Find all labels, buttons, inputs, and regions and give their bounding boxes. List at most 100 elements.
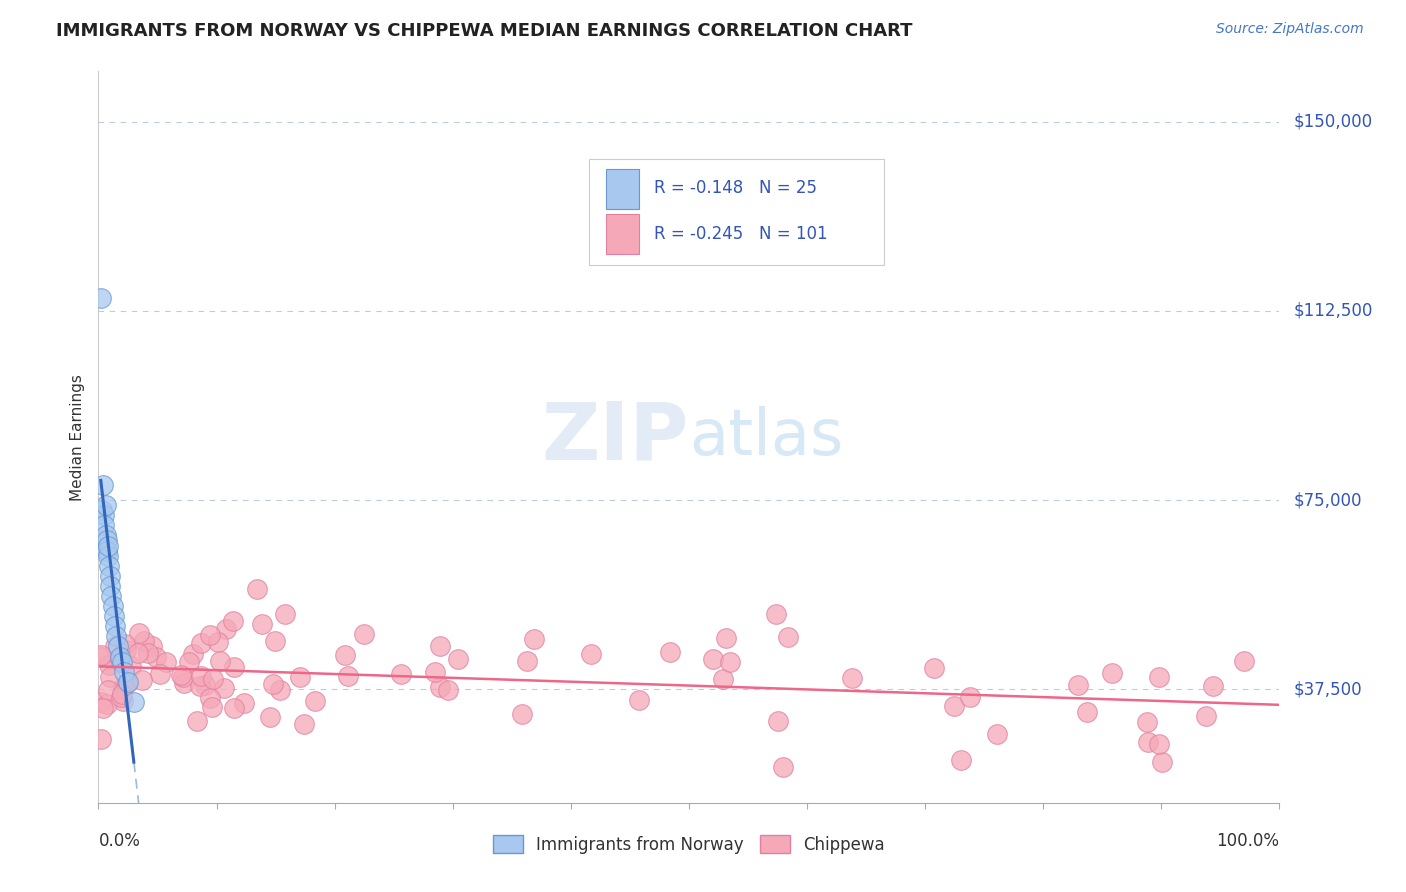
Point [1067,677,1090,691]
Point [274,607,297,621]
Point [111,655,134,669]
Point [91,503,114,517]
Point [949,753,972,767]
Point [389,667,412,681]
Point [222,701,245,715]
Point [711,672,734,686]
Point [98,579,121,593]
Point [1150,756,1173,770]
Point [173,676,195,690]
Point [190,669,212,683]
Point [222,614,245,628]
Point [201,673,224,687]
Point [1232,655,1254,669]
Point [627,692,650,706]
Point [523,632,546,646]
Point [115,676,138,690]
Point [778,631,800,645]
Point [104,619,127,633]
Text: $37,500: $37,500 [1294,681,1362,698]
Text: Source: ZipAtlas.com: Source: ZipAtlas.com [1216,22,1364,37]
Point [97,539,120,553]
Point [304,694,326,708]
Point [232,696,254,710]
Point [105,629,128,643]
Point [100,589,122,603]
Point [1076,705,1098,719]
Text: $150,000: $150,000 [1294,112,1372,131]
Point [292,717,315,731]
Point [765,607,787,621]
Point [103,609,125,624]
Point [98,569,121,583]
Point [128,625,150,640]
Text: IMMIGRANTS FROM NORWAY VS CHIPPEWA MEDIAN EARNINGS CORRELATION CHART: IMMIGRANTS FROM NORWAY VS CHIPPEWA MEDIA… [56,22,912,40]
Point [841,671,863,685]
Point [90,695,112,709]
Point [269,682,291,697]
Point [122,695,145,709]
Point [200,628,222,642]
Point [149,667,172,681]
Point [1137,735,1160,749]
Point [353,627,375,641]
Point [1149,737,1171,751]
Point [190,636,212,650]
Point [425,665,447,680]
Point [1202,679,1225,693]
Point [429,680,451,694]
Point [718,656,741,670]
Point [208,654,231,668]
Point [516,654,538,668]
Point [510,706,533,721]
Point [145,649,167,664]
Point [212,681,235,696]
Point [90,732,112,747]
Point [107,640,129,654]
Point [335,648,357,663]
Text: R = -0.148   N = 25: R = -0.148 N = 25 [654,179,817,197]
Point [112,665,135,679]
FancyBboxPatch shape [589,159,884,265]
Point [94,528,117,542]
Point [766,714,789,728]
Text: $112,500: $112,500 [1294,302,1374,320]
Point [90,649,112,664]
Point [101,599,124,613]
Legend: Immigrants from Norway, Chippewa: Immigrants from Norway, Chippewa [486,829,891,860]
Point [98,558,121,573]
Point [172,670,194,684]
Point [264,634,287,648]
Point [114,637,136,651]
Point [702,652,724,666]
Point [91,478,114,492]
Point [131,673,153,687]
Point [207,634,229,648]
Point [198,690,221,705]
Text: R = -0.245   N = 101: R = -0.245 N = 101 [654,226,827,244]
FancyBboxPatch shape [606,214,640,254]
Point [922,660,945,674]
Point [429,639,451,653]
Point [181,648,204,662]
Point [959,690,981,705]
Point [93,508,115,523]
Point [108,655,131,669]
Y-axis label: Median Earnings: Median Earnings [70,374,86,500]
Text: ZIP: ZIP [541,398,689,476]
Point [90,291,112,305]
Point [94,498,117,512]
Point [986,727,1008,741]
Point [288,670,311,684]
Point [100,670,122,684]
Point [259,710,281,724]
Point [201,700,224,714]
Point [262,677,284,691]
Point [90,648,112,662]
Point [177,655,200,669]
Point [155,655,177,669]
Point [93,701,115,715]
Text: atlas: atlas [689,406,844,468]
Point [337,669,360,683]
Point [111,687,134,701]
